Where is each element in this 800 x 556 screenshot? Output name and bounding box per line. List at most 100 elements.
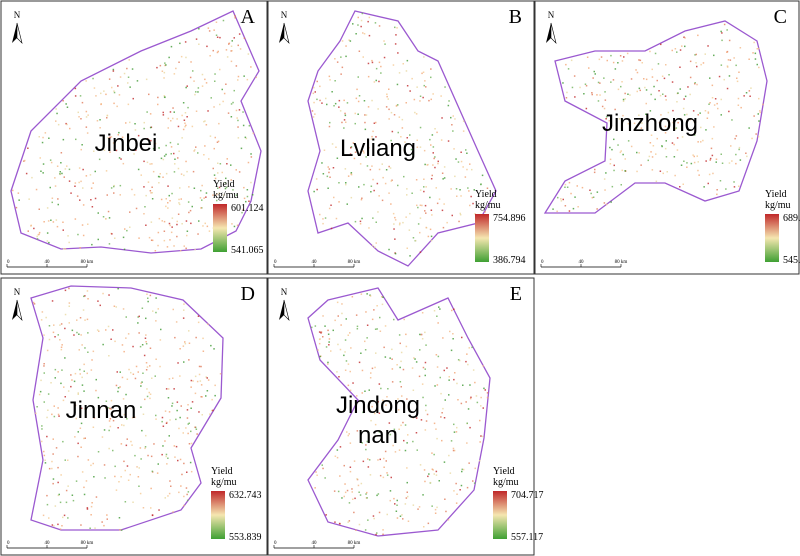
yield-pixel xyxy=(612,61,615,64)
yield-pixel xyxy=(594,168,596,171)
yield-pixel xyxy=(452,338,454,340)
yield-pixel xyxy=(406,442,408,444)
yield-pixel xyxy=(720,114,722,116)
yield-pixel xyxy=(349,332,351,334)
yield-pixel xyxy=(466,422,468,424)
yield-pixel xyxy=(314,91,316,93)
yield-pixel xyxy=(47,220,50,222)
yield-pixel xyxy=(193,150,195,152)
yield-pixel xyxy=(62,221,64,223)
yield-pixel xyxy=(371,61,374,64)
yield-pixel xyxy=(721,32,723,34)
yield-pixel xyxy=(87,351,89,353)
yield-pixel xyxy=(182,128,185,131)
yield-pixel xyxy=(44,132,47,134)
yield-pixel xyxy=(167,397,170,399)
yield-pixel xyxy=(640,127,643,129)
yield-pixel xyxy=(50,219,52,221)
yield-pixel xyxy=(183,495,185,498)
yield-pixel xyxy=(115,384,118,387)
yield-pixel xyxy=(184,341,186,343)
yield-pixel xyxy=(359,494,362,496)
yield-pixel xyxy=(374,423,377,426)
yield-pixel xyxy=(346,489,349,492)
yield-pixel xyxy=(734,137,736,140)
yield-pixel xyxy=(54,336,56,338)
yield-pixel xyxy=(619,55,622,57)
yield-pixel xyxy=(446,367,448,369)
yield-pixel xyxy=(214,136,216,139)
yield-pixel xyxy=(356,395,358,397)
yield-pixel xyxy=(407,495,409,498)
yield-pixel xyxy=(178,150,180,152)
yield-pixel xyxy=(42,172,44,174)
yield-pixel xyxy=(205,82,208,84)
yield-pixel xyxy=(436,315,438,317)
yield-pixel xyxy=(354,220,357,223)
legend-unit: kg/mu xyxy=(765,200,791,211)
yield-pixel xyxy=(339,446,342,448)
yield-pixel xyxy=(658,90,660,92)
yield-pixel xyxy=(69,127,71,130)
yield-pixel xyxy=(394,26,396,29)
yield-pixel xyxy=(81,101,84,104)
region-name: Jindong xyxy=(336,392,420,419)
yield-pixel xyxy=(598,58,601,61)
yield-pixel xyxy=(117,287,119,290)
yield-pixel xyxy=(366,337,368,339)
yield-pixel xyxy=(677,121,679,124)
yield-pixel xyxy=(437,160,439,163)
yield-pixel xyxy=(636,151,638,154)
yield-pixel xyxy=(758,66,760,69)
yield-pixel xyxy=(406,188,408,190)
yield-pixel xyxy=(168,222,171,225)
yield-pixel xyxy=(375,79,377,82)
yield-pixel xyxy=(12,189,14,192)
yield-pixel xyxy=(745,152,747,154)
yield-pixel xyxy=(142,372,144,374)
yield-pixel xyxy=(449,330,451,333)
yield-pixel xyxy=(414,239,417,242)
yield-pixel xyxy=(454,175,456,178)
north-label: N xyxy=(548,10,555,20)
yield-pixel xyxy=(77,233,79,236)
yield-pixel xyxy=(396,504,398,506)
yield-pixel xyxy=(141,381,143,383)
yield-pixel xyxy=(346,431,348,433)
yield-pixel xyxy=(354,122,356,125)
yield-pixel xyxy=(193,80,195,82)
north-arrow-half xyxy=(283,22,290,44)
yield-pixel xyxy=(726,51,728,53)
yield-pixel xyxy=(49,186,51,189)
yield-pixel xyxy=(735,64,737,67)
yield-pixel xyxy=(649,142,652,144)
yield-pixel xyxy=(168,411,171,413)
yield-pixel xyxy=(55,120,57,122)
yield-pixel xyxy=(347,384,350,387)
yield-pixel xyxy=(362,411,364,414)
yield-pixel xyxy=(627,93,629,95)
yield-pixel xyxy=(190,442,193,445)
yield-pixel xyxy=(409,134,411,136)
yield-pixel xyxy=(339,348,342,351)
yield-pixel xyxy=(202,337,204,340)
yield-pixel xyxy=(324,325,326,327)
yield-pixel xyxy=(60,474,62,476)
yield-pixel xyxy=(338,376,340,378)
yield-pixel xyxy=(114,340,116,343)
yield-pixel xyxy=(181,223,183,225)
yield-pixel xyxy=(645,102,647,105)
yield-pixel xyxy=(158,176,161,178)
yield-pixel xyxy=(71,329,74,332)
yield-pixel xyxy=(435,474,438,476)
yield-pixel xyxy=(234,17,236,19)
yield-pixel xyxy=(618,118,621,120)
yield-pixel xyxy=(164,64,166,67)
yield-pixel xyxy=(355,314,358,316)
yield-pixel xyxy=(681,136,684,138)
yield-pixel xyxy=(393,228,395,230)
yield-pixel xyxy=(452,333,454,335)
yield-pixel xyxy=(159,64,162,67)
yield-pixel xyxy=(399,366,401,369)
yield-pixel xyxy=(375,242,377,244)
